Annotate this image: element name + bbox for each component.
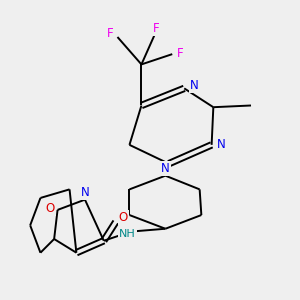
Text: NH: NH	[119, 229, 136, 239]
Text: N: N	[81, 186, 90, 199]
Text: F: F	[107, 27, 114, 40]
Text: F: F	[152, 22, 159, 35]
Text: N: N	[161, 162, 170, 175]
Text: F: F	[176, 46, 183, 60]
Text: O: O	[119, 211, 128, 224]
Text: N: N	[189, 79, 198, 92]
Text: O: O	[45, 202, 55, 215]
Text: N: N	[217, 138, 226, 152]
